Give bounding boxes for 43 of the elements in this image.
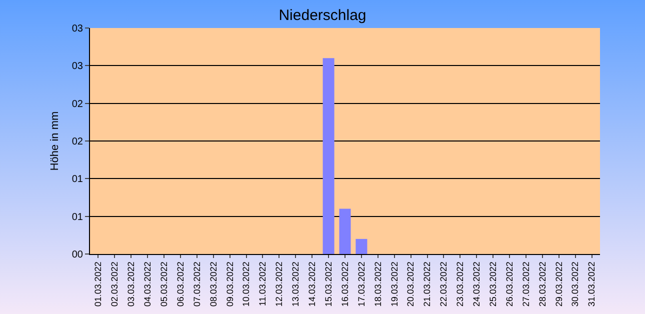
- x-tick-label: 05.03.2022: [158, 262, 169, 307]
- chart-title: Niederschlag: [278, 6, 366, 24]
- y-axis-title: Höhe in mm: [49, 111, 61, 171]
- x-tick-label: 26.03.2022: [504, 262, 514, 307]
- x-tick-label: 03.03.2022: [126, 262, 136, 307]
- x-tick-label: 25.03.2022: [488, 262, 498, 307]
- x-tick-label: 21.03.2022: [422, 262, 432, 307]
- x-tick-label: 01.03.2022: [93, 262, 104, 307]
- x-tick-label: 15.03.2022: [323, 262, 334, 307]
- y-tick-label: 01: [72, 174, 84, 186]
- y-tick-label: 00: [72, 250, 84, 260]
- y-tick-label: 01: [72, 212, 84, 223]
- x-tick-label: 24.03.2022: [472, 262, 482, 307]
- x-tick-label: 04.03.2022: [142, 262, 153, 307]
- x-tick-label: 28.03.2022: [537, 262, 548, 307]
- x-tick-label: 14.03.2022: [307, 262, 318, 307]
- y-tick-label: 03: [72, 24, 84, 34]
- x-tick-label: 19.03.2022: [389, 262, 400, 307]
- x-tick-label: 18.03.2022: [372, 262, 383, 307]
- x-tick-label: 22.03.2022: [438, 262, 449, 307]
- bar: [322, 58, 334, 254]
- x-tick-label: 16.03.2022: [340, 262, 350, 307]
- x-tick-label: 23.03.2022: [455, 262, 466, 307]
- x-tick-label: 13.03.2022: [290, 262, 301, 307]
- x-tick-label: 30.03.2022: [570, 262, 580, 307]
- x-tick-label: 06.03.2022: [175, 262, 186, 307]
- x-tick-label: 07.03.2022: [192, 262, 202, 307]
- x-tick-label: 12.03.2022: [274, 262, 284, 307]
- x-tick-label: 08.03.2022: [208, 262, 218, 307]
- x-tick-label: 10.03.2022: [241, 262, 252, 307]
- x-tick-label: 02.03.2022: [110, 262, 120, 307]
- x-tick-label: 20.03.2022: [406, 262, 416, 307]
- x-tick-label: 27.03.2022: [520, 262, 531, 307]
- x-tick-label: 31.03.2022: [586, 262, 597, 307]
- x-tick-label: 09.03.2022: [224, 262, 235, 307]
- y-tick-label: 02: [72, 136, 84, 148]
- y-tick-label: 03: [72, 61, 84, 72]
- x-tick-label: 29.03.2022: [554, 262, 564, 307]
- x-tick-label: 11.03.2022: [258, 262, 268, 306]
- x-tick-label: 17.03.2022: [356, 262, 366, 307]
- y-tick-label: 02: [72, 98, 84, 110]
- bar: [356, 238, 368, 254]
- bar: [339, 208, 351, 254]
